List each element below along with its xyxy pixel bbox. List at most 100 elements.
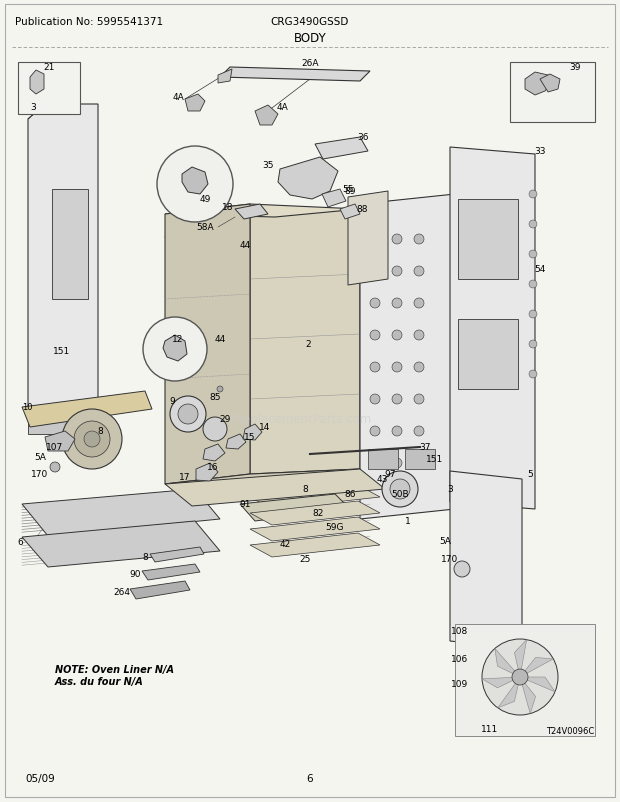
Text: 59G: 59G (326, 523, 344, 532)
Text: 37: 37 (419, 443, 431, 452)
Polygon shape (220, 68, 370, 82)
Text: 10: 10 (22, 403, 32, 412)
Circle shape (217, 387, 223, 392)
Text: 15: 15 (244, 433, 255, 442)
Circle shape (392, 395, 402, 404)
Circle shape (382, 472, 418, 508)
Text: Ass. du four N/A: Ass. du four N/A (55, 676, 144, 687)
Text: 86: 86 (344, 490, 356, 499)
Polygon shape (250, 501, 380, 525)
Text: 33: 33 (534, 148, 546, 156)
Circle shape (74, 422, 110, 457)
Polygon shape (30, 71, 44, 95)
Circle shape (370, 298, 380, 309)
Polygon shape (28, 415, 98, 435)
Polygon shape (520, 658, 554, 677)
Polygon shape (165, 205, 360, 217)
Text: 58A: 58A (196, 223, 214, 233)
Text: 26A: 26A (301, 59, 319, 68)
Polygon shape (165, 469, 360, 484)
Polygon shape (278, 158, 338, 200)
Text: 35: 35 (262, 160, 274, 169)
Circle shape (370, 427, 380, 436)
Text: 25: 25 (299, 555, 311, 564)
Circle shape (512, 669, 528, 685)
Circle shape (370, 395, 380, 404)
Circle shape (392, 427, 402, 436)
Polygon shape (226, 435, 246, 449)
Text: 89: 89 (344, 187, 356, 196)
Polygon shape (142, 565, 200, 581)
Polygon shape (165, 469, 385, 506)
Text: eReplacementParts.com: eReplacementParts.com (228, 413, 371, 426)
Text: 17: 17 (179, 473, 191, 482)
Text: 170: 170 (32, 470, 48, 479)
Circle shape (50, 463, 60, 472)
Polygon shape (22, 489, 220, 537)
Polygon shape (520, 677, 536, 714)
Text: 55: 55 (342, 185, 354, 194)
Polygon shape (150, 547, 204, 562)
Circle shape (414, 427, 424, 436)
Bar (18, 63, 80, 115)
Circle shape (370, 459, 380, 468)
Circle shape (390, 480, 410, 500)
Polygon shape (250, 210, 360, 475)
Text: 4A: 4A (276, 103, 288, 112)
Polygon shape (450, 472, 522, 649)
Circle shape (203, 418, 227, 441)
Polygon shape (348, 192, 388, 286)
Text: 29: 29 (219, 415, 231, 424)
Polygon shape (520, 677, 555, 692)
Circle shape (414, 459, 424, 468)
Circle shape (414, 330, 424, 341)
Text: 16: 16 (207, 463, 219, 472)
Circle shape (370, 235, 380, 245)
Text: 8: 8 (142, 553, 148, 561)
Bar (405, 449, 435, 469)
Polygon shape (52, 190, 88, 300)
Circle shape (392, 267, 402, 277)
Text: 97: 97 (384, 470, 396, 479)
Text: 8: 8 (302, 485, 308, 494)
Text: BODY: BODY (294, 31, 326, 44)
Text: 6: 6 (17, 538, 23, 547)
Text: 43: 43 (376, 475, 388, 484)
Text: 44: 44 (239, 241, 250, 249)
Polygon shape (28, 105, 98, 429)
Circle shape (454, 561, 470, 577)
Text: 5A: 5A (34, 453, 46, 462)
Bar (458, 320, 518, 390)
Polygon shape (243, 424, 262, 440)
Circle shape (529, 251, 537, 259)
Circle shape (392, 298, 402, 309)
Text: CRG3490GSSD: CRG3490GSSD (271, 17, 349, 27)
Text: 106: 106 (451, 654, 469, 664)
Polygon shape (250, 517, 380, 541)
Polygon shape (525, 73, 550, 96)
Text: 18: 18 (222, 202, 234, 211)
Text: 8: 8 (97, 427, 103, 436)
Text: NOTE: Oven Liner N/A: NOTE: Oven Liner N/A (55, 664, 174, 674)
Text: 107: 107 (46, 443, 64, 452)
Polygon shape (182, 168, 208, 195)
Text: 05/09: 05/09 (25, 773, 55, 783)
Circle shape (414, 235, 424, 245)
Text: 6: 6 (307, 773, 313, 783)
Circle shape (143, 318, 207, 382)
Text: 90: 90 (129, 569, 141, 579)
Text: 3: 3 (447, 485, 453, 494)
Text: 50B: 50B (391, 490, 409, 499)
Text: 3: 3 (30, 103, 36, 112)
Circle shape (170, 396, 206, 432)
Circle shape (84, 431, 100, 448)
Circle shape (529, 281, 537, 289)
Polygon shape (322, 190, 346, 208)
Circle shape (370, 363, 380, 373)
Circle shape (392, 459, 402, 468)
Text: 109: 109 (451, 679, 469, 689)
Text: 21: 21 (43, 63, 55, 72)
Text: 264: 264 (113, 588, 130, 597)
Text: 151: 151 (427, 455, 444, 464)
Circle shape (529, 191, 537, 199)
